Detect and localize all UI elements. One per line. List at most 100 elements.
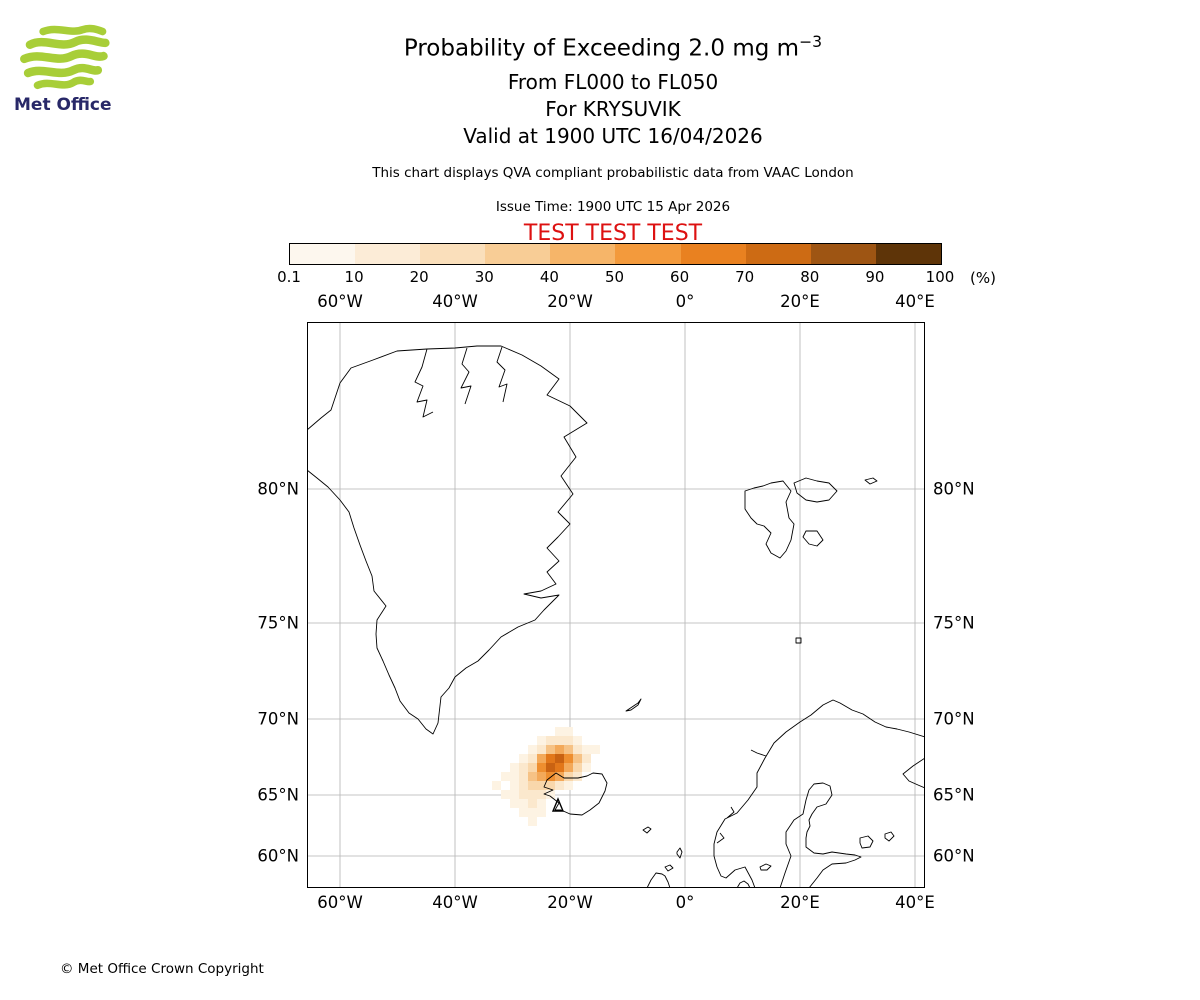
plume-cell [546, 736, 555, 745]
greenland-fjords [414, 346, 508, 418]
lat-label-left: 70°N [257, 709, 299, 729]
plume-cell [528, 763, 537, 772]
colorbar-segment [355, 244, 421, 264]
colorbar-tick-label: 30 [474, 268, 494, 286]
volcano-marker [551, 797, 565, 812]
colorbar-segment [290, 244, 356, 264]
plume-cell [591, 745, 600, 754]
plume-cell [501, 790, 510, 799]
plume-cell [510, 772, 519, 781]
colorbar-segment [745, 244, 811, 264]
plume-cell [546, 790, 555, 799]
plume-cell [537, 799, 546, 808]
plume-cell [537, 745, 546, 754]
plume-cell [519, 781, 528, 790]
plume-cell [519, 808, 528, 817]
norway-coast [713, 699, 926, 889]
colorbar-segment [485, 244, 551, 264]
colorbar-segment [615, 244, 681, 264]
met-office-logo: Met Office [14, 24, 124, 115]
map-frame [307, 322, 925, 888]
white-sea-coast [902, 757, 926, 789]
plume-cell [492, 781, 501, 790]
graticule-grid [307, 322, 925, 888]
lat-label-right: 60°N [933, 846, 975, 866]
colorbar-tick-label: 90 [865, 268, 885, 286]
plume-cell [510, 781, 519, 790]
plume-cell [537, 781, 546, 790]
plume-cell [582, 763, 591, 772]
colorbar-segment [420, 244, 486, 264]
coastlines [306, 345, 926, 889]
plume-cell [555, 772, 564, 781]
volcano-line: For KRYSUVIK [545, 96, 681, 121]
lon-label-bottom: 20°W [547, 893, 593, 912]
plume-cell [555, 754, 564, 763]
valid-time-line: Valid at 1900 UTC 16/04/2026 [463, 123, 763, 148]
probability-colorbar [289, 243, 942, 265]
lat-label-right: 65°N [933, 785, 975, 805]
plume-cell [519, 799, 528, 808]
plume-cell [573, 745, 582, 754]
plume-cell [546, 763, 555, 772]
colorbar-tick-label: 0.1 [277, 268, 301, 286]
svalbard-edgeoya [802, 530, 824, 547]
greenland-coast [306, 345, 588, 735]
plume-cell [528, 781, 537, 790]
plume-cell [537, 790, 546, 799]
chart-title-main: Probability of Exceeding 2.0 mg m [403, 35, 800, 62]
plume-cell [528, 772, 537, 781]
met-office-logo-text: Met Office [14, 95, 112, 115]
plume-cell [546, 745, 555, 754]
lat-label-right: 70°N [933, 709, 975, 729]
colorbar-tick-label: 50 [604, 268, 625, 286]
plume-cell [528, 817, 537, 826]
colorbar-tick-label: 40 [539, 268, 559, 286]
baltic-coast [779, 782, 862, 889]
jan-mayen-island [625, 698, 642, 712]
plume-cell [555, 727, 564, 736]
lat-label-left: 75°N [257, 613, 299, 633]
plume-cell [555, 736, 564, 745]
lon-label-top: 40°W [432, 292, 478, 311]
plume-cell [519, 772, 528, 781]
plume-cell [564, 772, 573, 781]
lon-label-bottom: 20°E [780, 893, 820, 912]
plume-cell [528, 799, 537, 808]
plume-cell [528, 745, 537, 754]
flight-level-line: From FL000 to FL050 [507, 69, 719, 94]
colorbar-tick-label: 70 [735, 268, 755, 286]
plume-cell [564, 754, 573, 763]
plume-cell [573, 736, 582, 745]
plume-cell [573, 754, 582, 763]
plume-cell [510, 790, 519, 799]
issue-time: Issue Time: 1900 UTC 15 Apr 2026 [495, 198, 731, 215]
plume-cell [582, 754, 591, 763]
colorbar-unit: (%) [970, 269, 996, 287]
chart-title-exponent: −3 [799, 32, 823, 51]
lon-label-bottom: 0° [675, 893, 695, 912]
denmark-coast [736, 880, 751, 889]
colorbar-segment [875, 244, 941, 264]
plume-cell [555, 781, 564, 790]
plume-cell [555, 745, 564, 754]
plume-cell [537, 763, 546, 772]
colorbar-segment [550, 244, 616, 264]
plume-cell [564, 745, 573, 754]
test-banner: TEST TEST TEST [523, 220, 703, 246]
plume-cell [510, 799, 519, 808]
chart-header: Probability of Exceeding 2.0 mg m−3 From… [26, 28, 1200, 246]
plume-cell [528, 790, 537, 799]
plume-cell [546, 781, 555, 790]
lat-label-right: 75°N [933, 613, 975, 633]
lat-label-right: 80°N [933, 479, 975, 499]
lon-label-top: 0° [675, 292, 695, 311]
lat-label-left: 65°N [257, 785, 299, 805]
bear-island [795, 637, 802, 644]
orkney-shetland-faroe-islands [642, 826, 683, 872]
plume-cell [510, 763, 519, 772]
lat-label-left: 60°N [257, 846, 299, 866]
plume-cell [564, 781, 573, 790]
lat-label-left: 80°N [257, 479, 299, 499]
